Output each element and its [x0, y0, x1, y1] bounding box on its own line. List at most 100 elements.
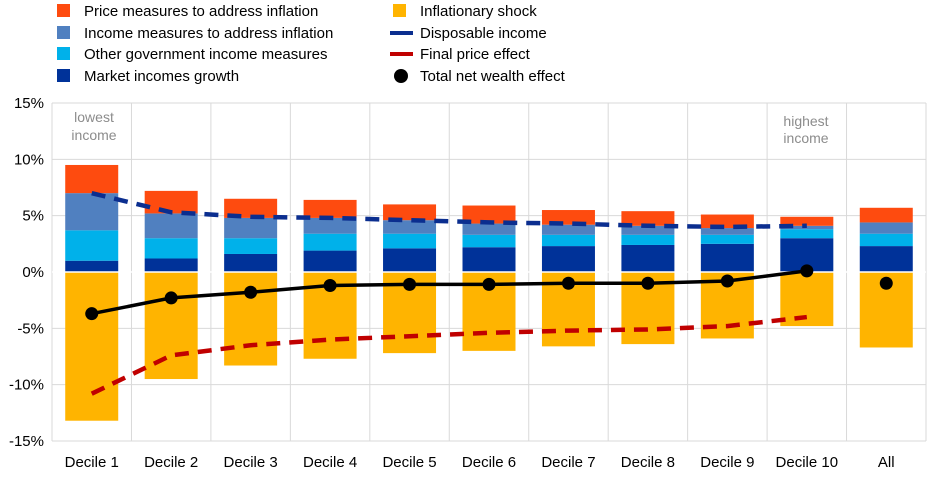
series-lines — [90, 190, 808, 396]
x-tick-label: Decile 6 — [462, 454, 516, 471]
y-tick-label: 10% — [14, 151, 44, 168]
y-tick-label: 0% — [22, 264, 44, 281]
bar-other-gov — [383, 233, 437, 249]
bar-price-measures — [462, 205, 516, 224]
point-total-net-wealth — [85, 307, 99, 321]
line-disposable-income — [91, 190, 807, 230]
x-tick-label: Decile 8 — [621, 454, 675, 471]
legend-label-inflationary-shock: Inflationary shock — [420, 3, 537, 20]
bar-price-measures — [621, 211, 675, 226]
point-total-net-wealth — [323, 279, 337, 293]
point-total-net-wealth — [561, 276, 575, 290]
bar-other-gov — [65, 230, 119, 261]
legend-swatch-income-measures — [57, 26, 70, 39]
legend-label-disposable-income: Disposable income — [420, 25, 547, 42]
bar-income-measures — [303, 217, 357, 234]
bar-income-measures — [383, 220, 437, 234]
y-tick-label: 15% — [14, 95, 44, 112]
bar-other-gov — [303, 233, 357, 251]
bar-income-measures — [859, 222, 913, 234]
legend-swatch-market-incomes — [57, 69, 70, 82]
legend-swatch-price-measures — [57, 4, 70, 17]
y-tick-label: -15% — [9, 433, 44, 450]
x-tick-label: Decile 2 — [144, 454, 198, 471]
bar-price-measures — [859, 207, 913, 223]
point-total-net-wealth — [164, 291, 178, 305]
lowest-income-note-line1: lowest — [74, 109, 114, 125]
lowest-income-note-line2: income — [71, 127, 116, 143]
bar-market-incomes — [65, 260, 119, 272]
bar-market-incomes — [303, 250, 357, 272]
bar-price-measures — [383, 204, 437, 221]
bar-market-incomes — [621, 244, 675, 272]
x-tick-label: Decile 3 — [224, 454, 278, 471]
legend-label-other-gov: Other government income measures — [84, 46, 327, 63]
y-tick-label: 5% — [22, 208, 44, 225]
bar-other-gov — [700, 234, 754, 244]
bar-market-incomes — [462, 247, 516, 272]
point-total-net-wealth — [800, 264, 814, 278]
x-tick-label: Decile 5 — [382, 454, 436, 471]
bar-income-measures — [224, 217, 278, 239]
x-tick-label: Decile 1 — [65, 454, 119, 471]
point-total-net-wealth — [403, 277, 417, 291]
bar-inflationary-shock — [65, 272, 119, 421]
bar-other-gov — [621, 234, 675, 245]
legend-label-final-price-effect: Final price effect — [420, 46, 531, 63]
y-tick-label: -5% — [17, 320, 44, 337]
highest-income-note-line1: highest — [783, 113, 828, 129]
line-final-price-effect — [90, 314, 808, 396]
legend-swatch-other-gov — [57, 47, 70, 60]
highest-income-note-line2: income — [783, 130, 828, 146]
bar-other-gov — [144, 238, 198, 259]
y-tick-label: -10% — [9, 377, 44, 394]
bar-market-incomes — [383, 248, 437, 272]
bar-other-gov — [780, 229, 834, 239]
annotations: lowest income highest income — [71, 109, 828, 146]
x-tick-label: Decile 10 — [776, 454, 839, 471]
bar-market-incomes — [700, 243, 754, 272]
x-tick-label: Decile 7 — [541, 454, 595, 471]
x-tick-label: Decile 9 — [700, 454, 754, 471]
bar-price-measures — [65, 164, 119, 194]
bar-price-measures — [224, 198, 278, 218]
bar-other-gov — [859, 233, 913, 247]
bar-price-measures — [303, 199, 357, 218]
bar-price-measures — [780, 216, 834, 226]
point-total-net-wealth — [244, 285, 258, 299]
legend-swatch-total-net-wealth — [394, 69, 408, 83]
bar-income-measures — [65, 193, 119, 231]
bar-market-incomes — [541, 246, 595, 272]
point-total-net-wealth — [720, 274, 734, 288]
bar-inflationary-shock — [144, 272, 198, 380]
legend-swatch-inflationary-shock — [393, 4, 406, 17]
bar-other-gov — [462, 234, 516, 248]
legend: Price measures to address inflation Incom… — [57, 3, 566, 85]
bar-income-measures — [700, 228, 754, 235]
bar-market-incomes — [224, 253, 278, 272]
series-dots — [85, 264, 893, 321]
bar-income-measures — [462, 223, 516, 235]
bar-income-measures — [621, 225, 675, 235]
bar-price-measures — [144, 190, 198, 214]
legend-label-market-incomes: Market incomes growth — [84, 68, 239, 85]
x-tick-label: Decile 4 — [303, 454, 357, 471]
x-tick-label: All — [878, 454, 895, 471]
bars — [52, 164, 926, 421]
bar-price-measures — [541, 210, 595, 225]
legend-label-income-measures: Income measures to address inflation — [84, 25, 333, 42]
line-total-net-wealth — [91, 269, 808, 316]
x-axis: Decile 1 Decile 2 Decile 3 Decile 4 Decile 5… — [65, 454, 895, 471]
bar-other-gov — [541, 234, 595, 247]
point-total-net-wealth — [641, 276, 655, 290]
bar-income-measures — [144, 213, 198, 239]
point-total-net-wealth — [879, 276, 893, 290]
point-total-net-wealth — [482, 277, 496, 291]
bar-income-measures — [541, 224, 595, 235]
legend-label-price-measures: Price measures to address inflation — [84, 3, 318, 20]
bar-market-incomes — [859, 246, 913, 272]
bar-other-gov — [224, 238, 278, 254]
bar-market-incomes — [144, 258, 198, 272]
y-axis: 15% 10% 5% 0% -5% -10% -15% — [9, 95, 44, 450]
